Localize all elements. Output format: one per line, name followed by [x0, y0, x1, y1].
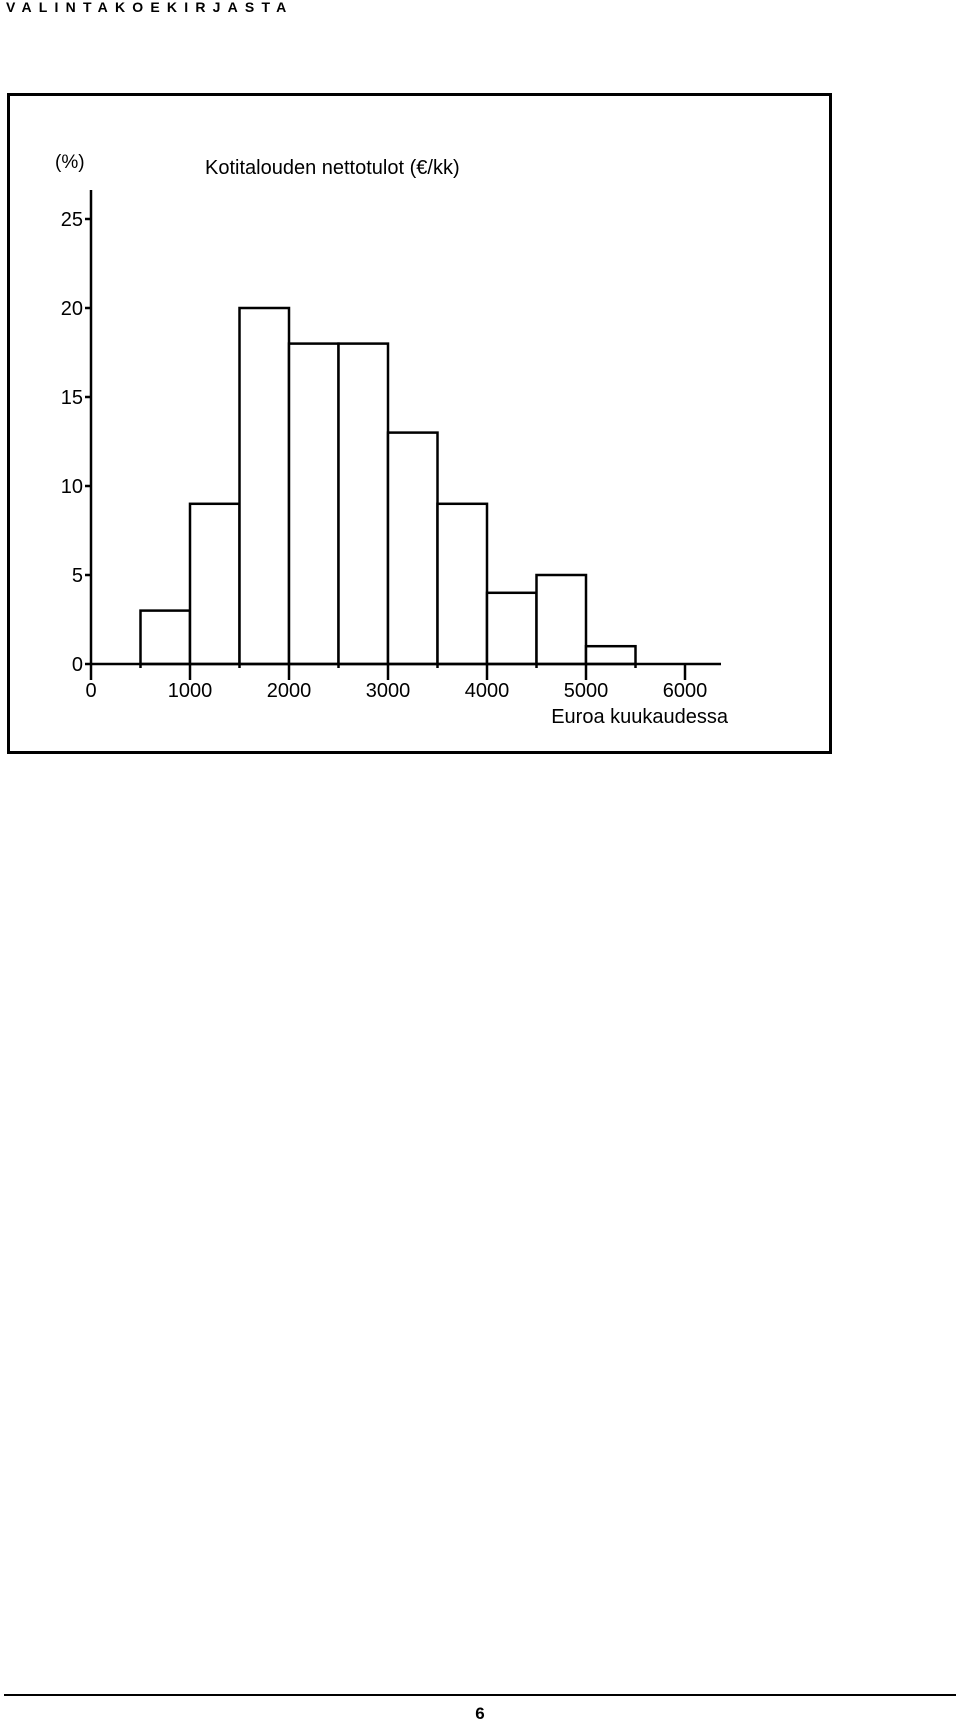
y-tick-label: 15 — [61, 387, 83, 409]
histogram-bar — [485, 591, 538, 666]
histogram-bar — [287, 342, 340, 666]
x-tick-label: 3000 — [366, 680, 411, 702]
y-tick-label: 20 — [61, 298, 83, 320]
x-tick-label: 1000 — [168, 680, 213, 702]
histogram-bar — [139, 609, 192, 666]
histogram-bar — [238, 306, 291, 666]
y-axis-label: (%) — [55, 152, 85, 173]
x-tick-label: 4000 — [465, 680, 510, 702]
histogram-bar — [386, 431, 439, 666]
histogram-bar — [188, 502, 241, 666]
x-axis-label: Euroa kuukaudessa — [551, 706, 729, 728]
y-tick-label: 25 — [61, 209, 83, 231]
y-tick-label: 10 — [61, 476, 83, 498]
x-tick-label: 5000 — [564, 680, 609, 702]
histogram-bar — [584, 644, 637, 666]
y-tick-label: 0 — [72, 654, 83, 676]
histogram-chart: (%) Kotitalouden nettotulot (€/kk) Euroa… — [55, 152, 729, 728]
page-number: 6 — [475, 1704, 485, 1723]
footer-rule — [4, 1694, 956, 1696]
y-tick-label: 5 — [72, 565, 83, 587]
x-tick-label: 0 — [85, 680, 96, 702]
page-header: VALINTAKOEKIRJASTA — [6, 0, 294, 15]
chart-frame — [7, 93, 832, 754]
histogram-bar — [337, 342, 390, 666]
histogram-bar — [535, 573, 588, 666]
chart-title: Kotitalouden nettotulot (€/kk) — [205, 157, 460, 179]
x-tick-label: 6000 — [663, 680, 708, 702]
histogram-bar — [436, 502, 489, 666]
x-tick-label: 2000 — [267, 680, 312, 702]
